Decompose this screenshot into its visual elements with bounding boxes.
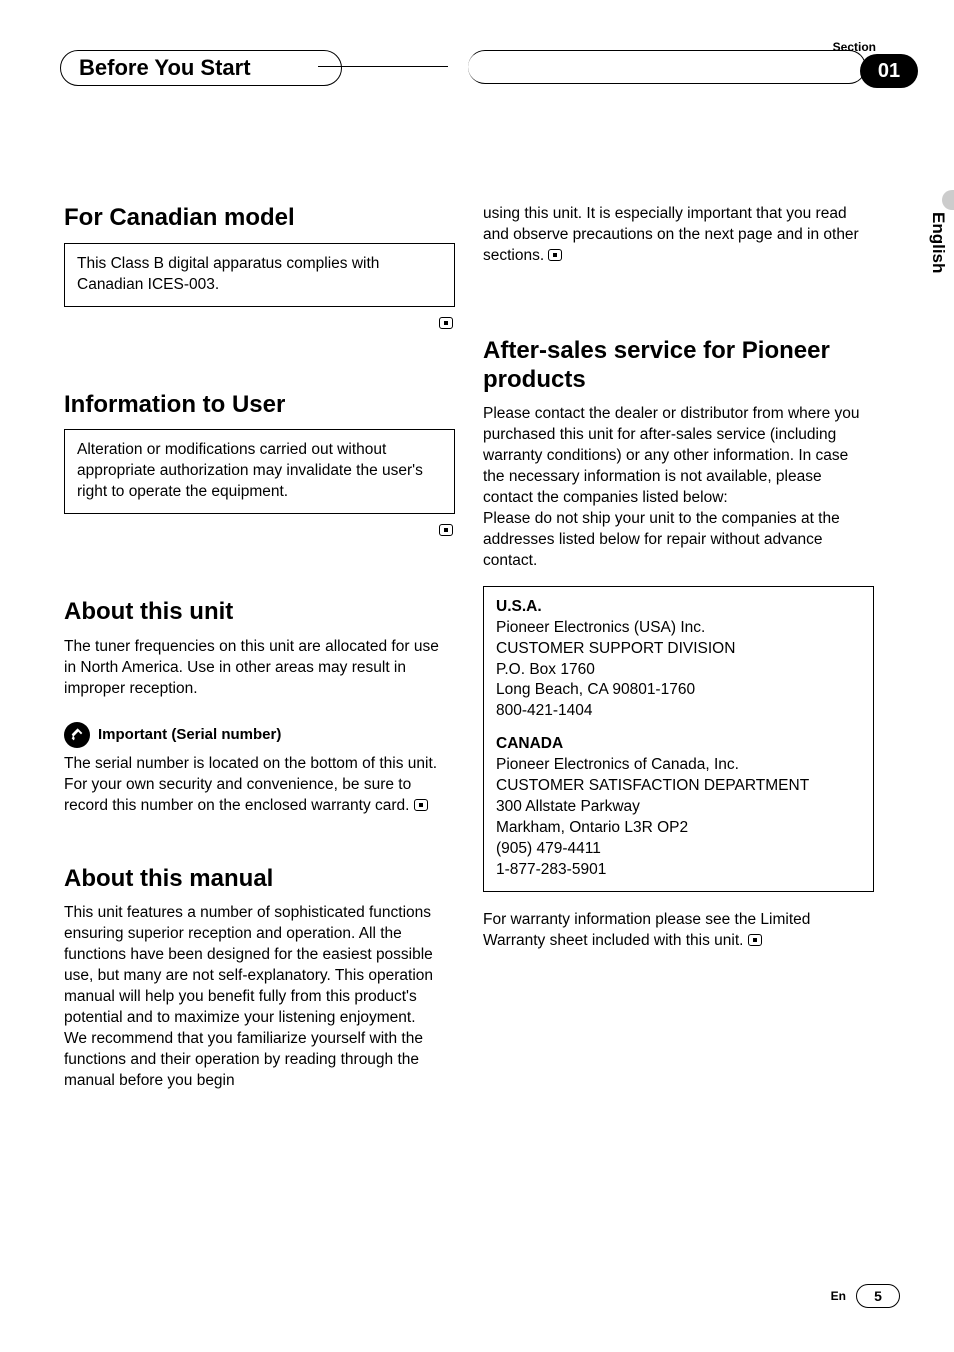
header-divider: [318, 66, 448, 67]
heading-about-this-manual: About this manual: [64, 865, 455, 894]
info-user-box: Alteration or modifications carried out …: [64, 429, 455, 514]
section-label: Section: [833, 40, 876, 54]
section-end-icon: [548, 249, 562, 261]
usa-line4: Long Beach, CA 90801-1760: [496, 680, 861, 701]
page-number: 5: [874, 1288, 882, 1304]
usa-line1: Pioneer Electronics (USA) Inc.: [496, 618, 861, 639]
canada-line2: CUSTOMER SATISFACTION DEPARTMENT: [496, 776, 861, 797]
usa-line2: CUSTOMER SUPPORT DIVISION: [496, 639, 861, 660]
left-column: For Canadian model This Class B digital …: [64, 204, 455, 1092]
important-row: Important (Serial number): [64, 722, 455, 748]
page-footer: En 5: [831, 1284, 900, 1308]
canadian-box-text: This Class B digital apparatus complies …: [77, 255, 379, 293]
page: Before You Start Section 01 English For …: [0, 0, 954, 1352]
heading-about-this-unit: About this unit: [64, 598, 455, 627]
about-unit-p2: The serial number is located on the bott…: [64, 754, 455, 817]
section-end-row: [64, 315, 455, 333]
warranty-note: For warranty information please see the …: [483, 910, 874, 952]
info-user-box-text: Alteration or modifications carried out …: [77, 441, 423, 500]
aftersales-p2: Please do not ship your unit to the comp…: [483, 509, 874, 572]
usa-line3: P.O. Box 1760: [496, 660, 861, 681]
usa-line5: 800-421-1404: [496, 701, 861, 722]
usa-label: U.S.A.: [496, 597, 861, 618]
side-tab-stub: [942, 190, 954, 210]
manual-continuation: using this unit. It is especially import…: [483, 204, 874, 267]
content-columns: For Canadian model This Class B digital …: [0, 94, 954, 1092]
contact-box: U.S.A. Pioneer Electronics (USA) Inc. CU…: [483, 586, 874, 892]
canadian-box: This Class B digital apparatus complies …: [64, 243, 455, 307]
section-end-icon: [414, 799, 428, 811]
heading-canadian-model: For Canadian model: [64, 204, 455, 233]
important-label: Important (Serial number): [98, 726, 281, 743]
about-manual-p2: We recommend that you familiarize yourse…: [64, 1029, 455, 1092]
heading-information-to-user: Information to User: [64, 391, 455, 420]
about-manual-p1: This unit features a number of sophistic…: [64, 903, 455, 1029]
chapter-title: Before You Start: [79, 55, 251, 80]
canada-line6: 1-877-283-5901: [496, 860, 861, 881]
section-end-icon: [439, 524, 453, 536]
manual-continuation-text: using this unit. It is especially import…: [483, 205, 859, 264]
about-unit-p1: The tuner frequencies on this unit are a…: [64, 637, 455, 700]
canada-line1: Pioneer Electronics of Canada, Inc.: [496, 755, 861, 776]
page-header: Before You Start Section 01: [48, 44, 906, 94]
canada-line4: Markham, Ontario L3R OP2: [496, 818, 861, 839]
important-icon: [64, 722, 90, 748]
section-end-row: [64, 522, 455, 540]
language-side-tab: English: [916, 190, 954, 360]
heading-after-sales: After-sales service for Pioneer products: [483, 337, 874, 395]
canada-label: CANADA: [496, 734, 861, 755]
section-end-icon: [439, 317, 453, 329]
chapter-title-pill: Before You Start: [60, 50, 342, 86]
header-curve: [468, 50, 866, 84]
canada-line5: (905) 479-4411: [496, 839, 861, 860]
page-number-pill: 5: [856, 1284, 900, 1308]
section-number-badge: 01: [860, 54, 918, 88]
section-end-icon: [748, 934, 762, 946]
footer-language: En: [831, 1289, 846, 1303]
right-column: using this unit. It is especially import…: [483, 204, 874, 1092]
language-label: English: [928, 212, 948, 273]
aftersales-p1: Please contact the dealer or distributor…: [483, 404, 874, 509]
about-unit-p2-text: The serial number is located on the bott…: [64, 755, 437, 814]
canada-line3: 300 Allstate Parkway: [496, 797, 861, 818]
section-number: 01: [878, 60, 900, 83]
